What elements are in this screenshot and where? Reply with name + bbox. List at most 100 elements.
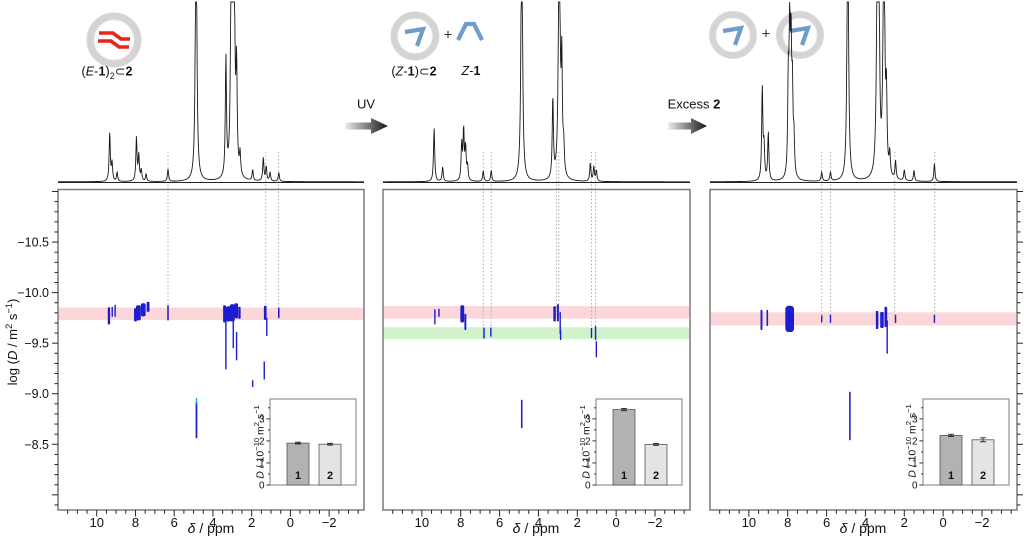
panel1-species-label: (E-1)2⊂2 [81,64,133,81]
y-tick-label: −10.5 [17,236,49,250]
cage-ring [710,12,756,58]
green-diffusion-band [383,327,690,339]
inset-y-label-panel3: D / 10−10 m2 s−1 [903,404,919,478]
dosy-peak [766,309,769,326]
dosy-peak [556,304,559,322]
error-bar [653,443,659,446]
dosy-peak [111,306,113,317]
x-tick-label: 4 [209,515,216,530]
plus-sign: + [761,25,771,43]
y-tick-label: −10.0 [17,286,49,300]
dosy-peak [875,310,879,330]
dosy-peak [821,315,823,323]
inset-tick-label: 3 [912,414,918,425]
x-tick-label: 10 [415,515,429,530]
dosy-peak [234,303,239,319]
inset-bar-label: 1 [621,470,627,482]
dosy-peak [226,306,231,322]
y-tick-label: −9.5 [24,337,49,351]
inset-tick-label: 2 [259,436,265,447]
z-azobenzene-guest-icon [789,25,812,46]
x-tick-label: 8 [457,515,464,530]
x-tick-label: 4 [862,515,869,530]
y-axis-label: log (D / m2 s−1) [3,298,21,386]
dosy-peak [251,380,254,388]
x-axis-ticks [67,510,359,517]
x-tick-label: 2 [248,515,255,530]
dosy-peak [490,327,492,337]
cage-complex-icon-z [390,11,440,61]
inset-tick-label: 1 [912,458,918,469]
e-azobenzene-guests-icon [98,31,130,49]
guide-lines [821,152,936,324]
x-axis-label-panel1: δ / ppm [187,520,235,536]
cage-complex-icon-z-left [709,11,757,59]
dosy-box [709,188,1018,511]
x-tick-label: 10 [89,515,103,530]
pink-diffusion-band [710,312,1017,326]
dosy-peak [266,317,268,337]
inset-tick-label: 3 [585,414,591,425]
x-tick-label: 2 [901,515,908,530]
inset-tick-label: 2 [912,436,918,447]
cage-ring [391,12,439,60]
dosy-peak [229,304,235,322]
x-tick-label: 6 [823,515,830,530]
inset-tick-label: 0 [259,481,265,492]
inset-bar-label: 1 [948,470,954,482]
pink-diffusion-band [58,307,364,321]
dosy-peak [135,305,141,321]
dosy-peak [595,341,598,358]
dosy-peak [263,305,267,320]
x-tick-label: 6 [171,515,178,530]
dosy-peak [195,401,198,439]
dosy-peak [894,314,897,323]
ring-inner-highlight [93,19,135,61]
ring-inner-highlight [397,18,433,54]
plus-sign: + [443,26,453,44]
dosy-peak [553,306,556,322]
ring-outline [390,11,440,61]
inset-tick-label: 0 [585,481,591,492]
dosy-peak [483,327,485,339]
y-axis-ticks [1017,191,1023,506]
error-bar [295,441,301,445]
guide-lines [482,152,596,339]
cage-complex-icon-e-dimer [86,12,142,68]
dosy-peak [785,305,795,333]
inset-bar-chart: 0 1 2 3 1 2 [912,398,1010,492]
excess-arrow-icon [668,118,707,134]
dosy-peak [464,313,467,331]
dosy-peak [590,328,593,339]
dosy-peak [559,311,561,335]
dosy-peak [238,306,241,319]
x-axis-label-panel2: δ / ppm [512,520,560,536]
panel2-free-label: Z-1 [461,64,481,78]
dosy-cross-peaks [760,305,936,441]
nmr-spectrum [58,1,364,183]
inset-tick-label: 1 [259,458,265,469]
dosy-peak [829,314,832,323]
panel2-complex-label: (Z-1)⊂2 [391,64,437,79]
dosy-peak [434,309,436,325]
dosy-peak [886,320,888,354]
inset-tick-label: 3 [259,414,265,425]
dosy-peak [559,330,562,341]
x-tick-label: −2 [648,515,663,530]
dosy-peak [880,311,884,329]
x-axis-ticks [719,510,1012,517]
inset-bar-chart: 0 1 2 3 1 2 [585,398,683,492]
dosy-peak [146,301,150,312]
x-tick-label: 0 [940,515,947,530]
dosy-peak [594,325,597,341]
x-tick-label: 0 [613,515,620,530]
x-tick-label: −2 [322,515,337,530]
x-tick-label: 4 [535,515,542,530]
error-bar [327,442,333,446]
x-tick-label: 8 [784,515,791,530]
y-tick-label: −9.0 [24,387,49,401]
z-azobenzene-guest-icon [404,26,427,47]
cage-ring [87,13,141,67]
